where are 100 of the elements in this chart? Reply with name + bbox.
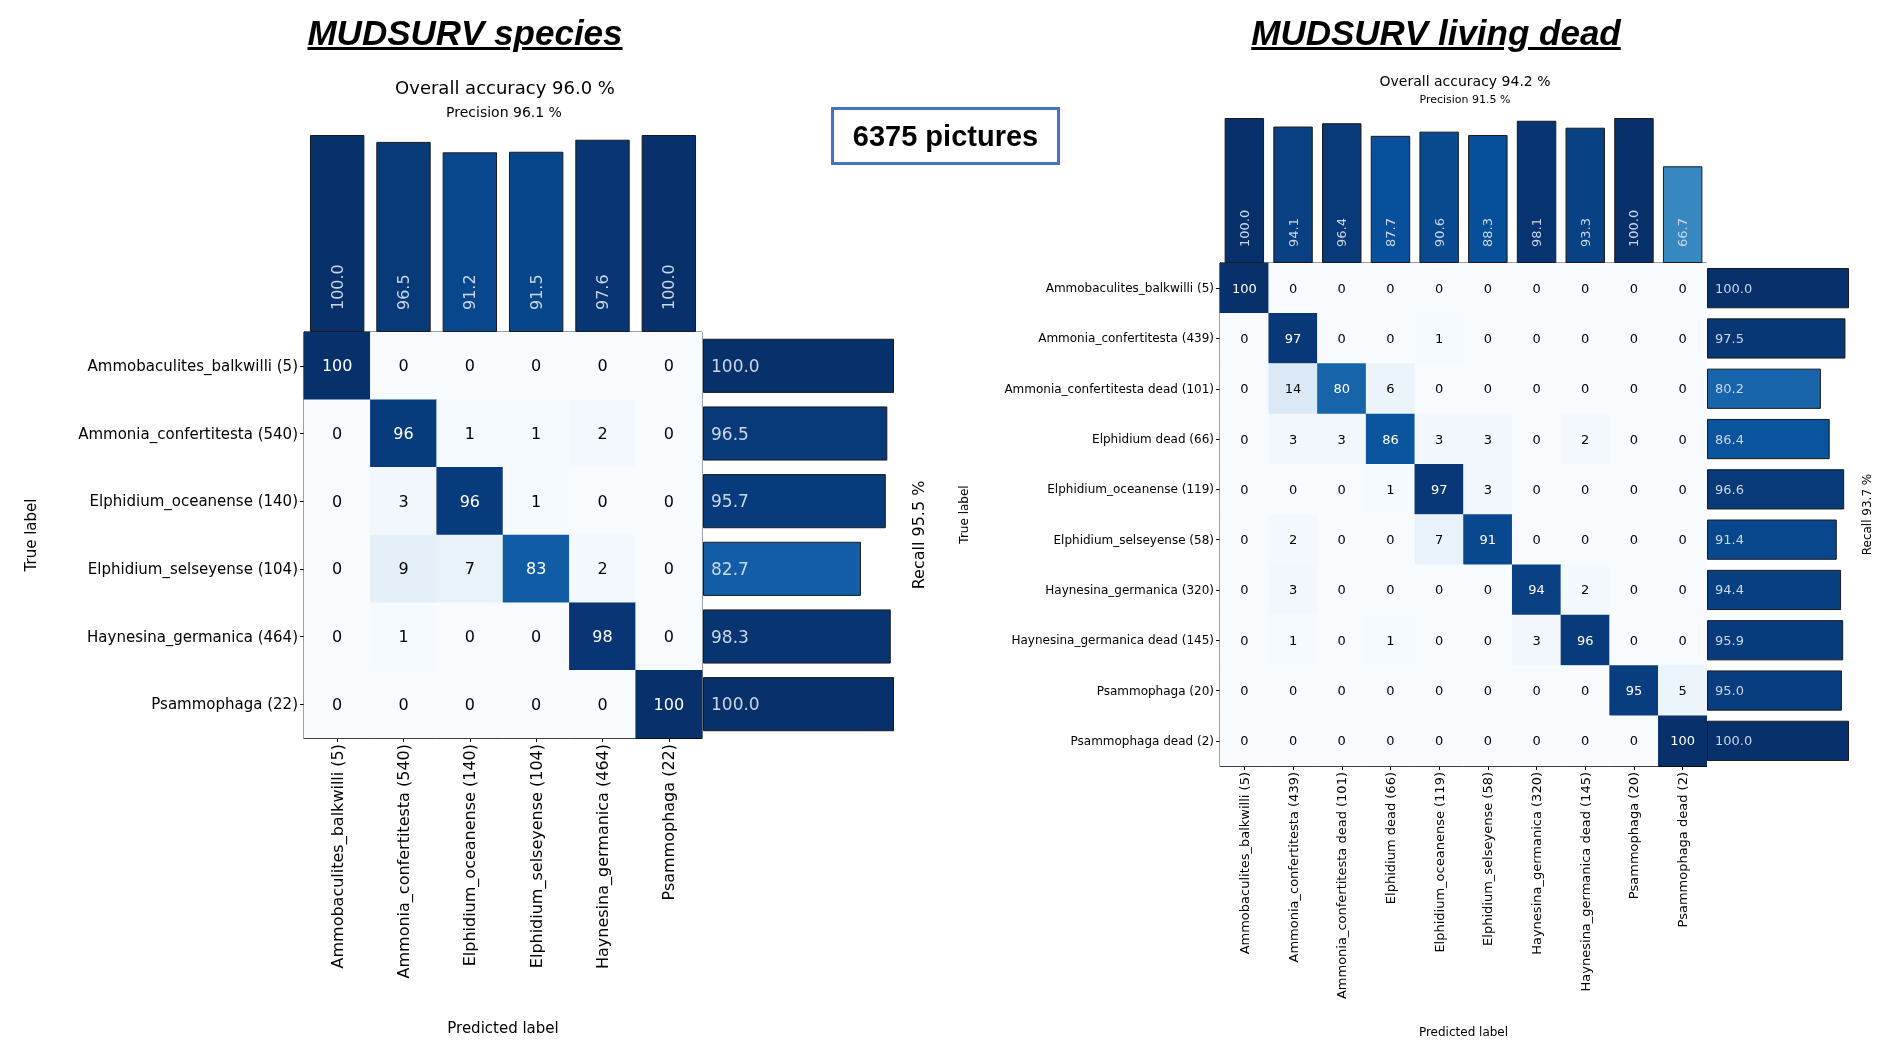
data-label: 88.3	[1480, 218, 1496, 247]
data-label: 0	[332, 424, 343, 443]
data-label: 3	[398, 491, 409, 511]
data-label: 0	[1581, 481, 1590, 497]
data-label: 100.0	[1715, 733, 1753, 749]
y-tick-label: Ammonia_confertitesta (439)	[1038, 331, 1214, 346]
x-tick-label: Elphidium dead (66)	[1382, 772, 1398, 905]
data-label: 0	[1678, 481, 1687, 497]
data-label: 2	[1288, 532, 1298, 548]
x-tick-label: Elphidium_selseyense (104)	[526, 744, 547, 969]
data-label: 1	[531, 424, 542, 443]
data-label: 0	[332, 559, 343, 579]
y-tick-label: Psammophaga dead (2)	[1070, 733, 1214, 748]
data-label: 0	[663, 424, 674, 443]
data-label: 0	[1581, 381, 1590, 397]
y-axis-title: Recall 95.5 %	[908, 480, 928, 590]
data-label: 0	[1240, 431, 1249, 447]
data-label: 3	[1337, 431, 1346, 447]
data-label: 2	[597, 559, 608, 579]
data-label: 0	[1288, 683, 1298, 699]
data-label: 0	[1629, 431, 1639, 447]
data-label: 0	[1532, 330, 1541, 346]
data-label: 0	[1386, 280, 1395, 296]
data-label: 93.3	[1577, 218, 1593, 247]
data-label: 0	[1435, 733, 1444, 749]
data-label: 0	[663, 356, 674, 376]
data-label: 0	[1386, 582, 1395, 598]
data-label: 1	[1386, 632, 1395, 648]
x-tick-label: Psammophaga dead (2)	[1675, 772, 1691, 928]
y-axis-title: True label	[21, 498, 40, 573]
data-label: 0	[1240, 683, 1249, 699]
data-label: 0	[1532, 683, 1541, 699]
y-axis-title: True label	[957, 485, 971, 545]
data-label: 100.0	[1626, 209, 1642, 247]
y-tick-label: Elphidium_oceanense (119)	[1047, 482, 1214, 497]
data-label: 5	[1678, 683, 1687, 699]
data-label: 0	[1678, 582, 1687, 598]
data-label: 96	[459, 491, 481, 511]
data-label: 100.0	[1236, 209, 1252, 247]
data-label: 3	[1288, 431, 1298, 447]
data-label: 0	[332, 627, 343, 646]
data-label: 0	[1288, 481, 1298, 497]
data-label: 0	[1629, 330, 1639, 346]
data-label: 96.5	[394, 274, 413, 310]
data-label: 3	[1532, 632, 1541, 648]
data-label: 0	[1629, 481, 1639, 497]
data-label: 0	[1629, 280, 1639, 296]
data-label: 0	[1629, 582, 1639, 598]
data-label: 0	[1386, 330, 1395, 346]
data-label: 6	[1386, 381, 1395, 397]
x-tick-label: Haynesina_germanica (464)	[593, 744, 613, 969]
data-label: 96	[393, 424, 414, 443]
data-label: 3	[1483, 431, 1492, 447]
data-label: 97	[1284, 330, 1302, 346]
data-label: 0	[1678, 280, 1687, 296]
data-label: 0	[1337, 532, 1346, 548]
data-label: 0	[1532, 381, 1541, 397]
y-tick-label: Psammophaga (20)	[1096, 683, 1214, 698]
data-label: 94.1	[1285, 218, 1301, 247]
data-label: 0	[1337, 733, 1346, 749]
chart-subtitle: Overall accuracy 94.2 %	[1379, 72, 1551, 90]
data-label: 0	[597, 694, 608, 714]
data-label: 0	[1678, 431, 1687, 447]
data-label: 1	[1435, 330, 1444, 346]
chart-subtitle: Overall accuracy 96.0 %	[395, 76, 615, 99]
x-tick-label: Haynesina_germanica dead (145)	[1577, 772, 1593, 992]
y-tick-label: Ammonia_confertitesta (540)	[78, 424, 298, 444]
data-label: 3	[1288, 582, 1298, 598]
y-tick-label: Elphidium_selseyense (58)	[1053, 532, 1214, 547]
data-label: 80.2	[1715, 381, 1744, 397]
data-label: 98	[592, 627, 613, 646]
data-label: 96.4	[1334, 218, 1350, 247]
data-label: 14	[1284, 381, 1302, 397]
data-label: 0	[1678, 330, 1687, 346]
data-label: 1	[531, 491, 542, 511]
data-label: 0	[1288, 733, 1298, 749]
data-label: 0	[464, 694, 475, 714]
data-label: 0	[1386, 532, 1395, 548]
data-label: 0	[1629, 733, 1639, 749]
data-label: 1	[398, 627, 409, 646]
text: Precision 96.1 %	[446, 103, 562, 121]
x-tick-label: Elphidium_selseyense (58)	[1480, 772, 1496, 946]
data-label: 0	[1629, 632, 1639, 648]
data-label: 0	[1288, 280, 1298, 296]
y-tick-label: Elphidium dead (66)	[1092, 432, 1214, 447]
data-label: 0	[1337, 632, 1346, 648]
y-axis-title: Recall 93.7 %	[1860, 473, 1874, 556]
x-tick-label: Haynesina_germanica (320)	[1529, 772, 1545, 955]
chart-title: MUDSURV living dead	[1251, 13, 1621, 53]
data-label: 0	[1386, 733, 1395, 749]
data-label: 0	[398, 356, 409, 376]
data-label: 2	[1581, 431, 1590, 447]
data-label: 0	[1483, 330, 1492, 346]
data-label: 0	[1532, 481, 1541, 497]
data-label: 0	[464, 356, 475, 376]
data-label: 0	[1240, 481, 1249, 497]
data-label: 95.9	[1715, 632, 1744, 648]
data-label: 0	[1483, 381, 1492, 397]
data-label: 7	[464, 559, 475, 579]
y-tick-label: Elphidium_oceanense (140)	[89, 492, 298, 512]
